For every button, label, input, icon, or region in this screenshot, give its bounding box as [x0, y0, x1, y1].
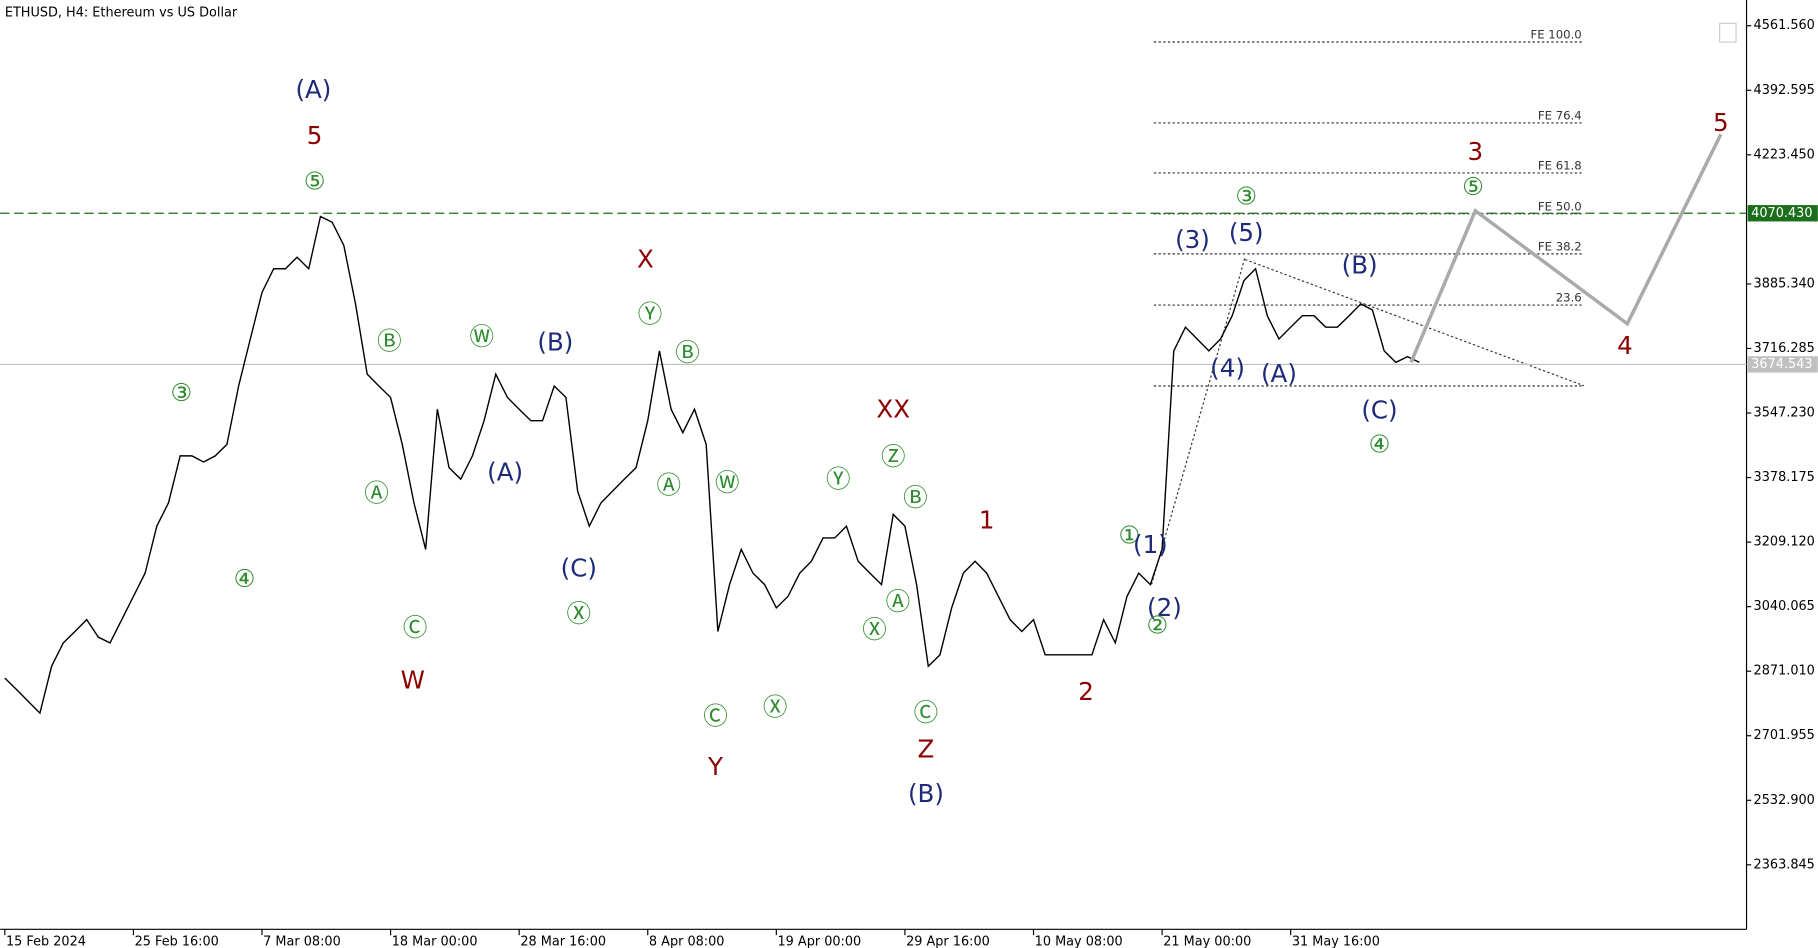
- y-tick-label: 3378.175: [1754, 470, 1815, 485]
- wave-label: Ⓑ: [377, 326, 402, 355]
- wave-label: Ⓨ: [826, 464, 851, 493]
- wave-label: Ⓒ: [403, 613, 428, 642]
- wave-label: (2): [1147, 593, 1182, 622]
- y-tick-label: 2871.010: [1754, 664, 1815, 679]
- x-tick-label: 29 Apr 16:00: [906, 935, 990, 948]
- fib-label: FE 76.4: [1538, 108, 1582, 122]
- y-tick-label: 4223.450: [1754, 147, 1815, 162]
- fib-label: FE 100.0: [1530, 27, 1581, 41]
- x-tick-label: 18 Mar 00:00: [392, 935, 478, 948]
- price-series: [4, 215, 1420, 715]
- x-tick-label: 21 May 00:00: [1163, 935, 1251, 948]
- wave-label: (A): [295, 75, 331, 104]
- wave-label: (A): [1261, 359, 1297, 388]
- wave-label: ⑤: [1462, 172, 1484, 201]
- level-label-box: [1747, 205, 1818, 222]
- wave-label: W: [401, 665, 425, 694]
- wave-label: (A): [487, 457, 523, 486]
- wave-label: ①: [1118, 521, 1140, 550]
- wave-label: Y: [707, 752, 724, 781]
- wave-label: 1: [979, 505, 995, 534]
- trend-line: [1150, 257, 1246, 585]
- wave-label: Ⓧ: [567, 599, 592, 628]
- wave-label: (C): [1361, 395, 1397, 424]
- wave-label: Ⓒ: [703, 702, 728, 731]
- x-tick-label: 7 Mar 08:00: [263, 935, 341, 948]
- x-tick-label: 10 May 08:00: [1035, 935, 1123, 948]
- wave-label: 3: [1468, 137, 1484, 166]
- wave-label: (B): [1342, 251, 1378, 280]
- wave-label: 4: [1617, 331, 1633, 360]
- wave-label: XX: [876, 394, 910, 423]
- fib-label: FE 38.2: [1538, 239, 1582, 253]
- wave-label: 5: [1713, 108, 1729, 137]
- wave-label: ③: [1235, 182, 1257, 211]
- wave-label: Ⓑ: [675, 338, 700, 367]
- x-tick-label: 15 Feb 2024: [6, 935, 86, 948]
- y-tick-label: 4392.595: [1754, 83, 1815, 98]
- wave-label: (5): [1229, 218, 1264, 247]
- wave-label: Ⓒ: [914, 698, 939, 727]
- price-label-box: [1747, 356, 1818, 373]
- wave-label: Ⓐ: [657, 470, 682, 499]
- y-tick-label: 3547.230: [1754, 406, 1815, 421]
- wave-label: 2: [1078, 677, 1094, 706]
- wave-label: X: [637, 245, 654, 274]
- y-tick-label: 2532.900: [1754, 793, 1815, 808]
- wave-label: ②: [1146, 611, 1168, 640]
- x-tick-label: 19 Apr 00:00: [777, 935, 861, 948]
- wave-label: Ⓑ: [903, 483, 928, 512]
- wave-label: (C): [561, 553, 597, 582]
- wave-label: Ⓐ: [886, 587, 911, 616]
- wave-label: Ⓨ: [638, 300, 663, 329]
- forecast-path: [1409, 133, 1723, 364]
- wave-label: Z: [918, 734, 935, 763]
- price-label: 3674.543: [1751, 357, 1812, 372]
- y-tick-label: 2701.955: [1754, 728, 1815, 743]
- chart-title: ETHUSD, H4: Ethereum vs US Dollar: [5, 5, 238, 20]
- wave-label: (1): [1133, 530, 1168, 559]
- y-tick-label: 3885.340: [1754, 276, 1815, 291]
- wave-label: (B): [908, 779, 944, 808]
- wave-label: Ⓦ: [469, 322, 494, 351]
- wave-label: ④: [1368, 429, 1390, 458]
- wave-label: Ⓧ: [862, 615, 887, 644]
- wave-label: Ⓐ: [364, 478, 389, 507]
- wave-label: Ⓦ: [715, 468, 740, 497]
- toolbar-icon[interactable]: [1719, 22, 1737, 43]
- fib-label: 23.6: [1556, 291, 1582, 305]
- y-tick-label: 3040.065: [1754, 599, 1815, 614]
- x-tick-label: 28 Mar 16:00: [520, 935, 606, 948]
- wave-label: Ⓧ: [763, 692, 788, 721]
- fib-label: FE 61.8: [1538, 158, 1582, 172]
- level-label: 4070.430: [1751, 206, 1812, 221]
- wave-label: 5: [307, 121, 323, 150]
- wave-label: (3): [1175, 225, 1210, 254]
- y-tick-label: 3716.285: [1754, 341, 1815, 356]
- fib-label: FE 50.0: [1538, 199, 1582, 213]
- y-tick-label: 2363.845: [1754, 857, 1815, 872]
- wave-label: ⑤: [304, 166, 326, 195]
- wave-label: ④: [233, 564, 255, 593]
- wave-label: ③: [170, 378, 192, 407]
- x-tick-label: 25 Feb 16:00: [135, 935, 219, 948]
- wave-label: (4): [1210, 353, 1245, 382]
- y-tick-label: 3209.120: [1754, 535, 1815, 550]
- y-tick-label: 4561.560: [1754, 18, 1815, 33]
- x-tick-label: 8 Apr 08:00: [649, 935, 725, 948]
- wave-label: Ⓩ: [881, 442, 906, 471]
- wave-label: (B): [537, 328, 573, 357]
- x-tick-label: 31 May 16:00: [1292, 935, 1380, 948]
